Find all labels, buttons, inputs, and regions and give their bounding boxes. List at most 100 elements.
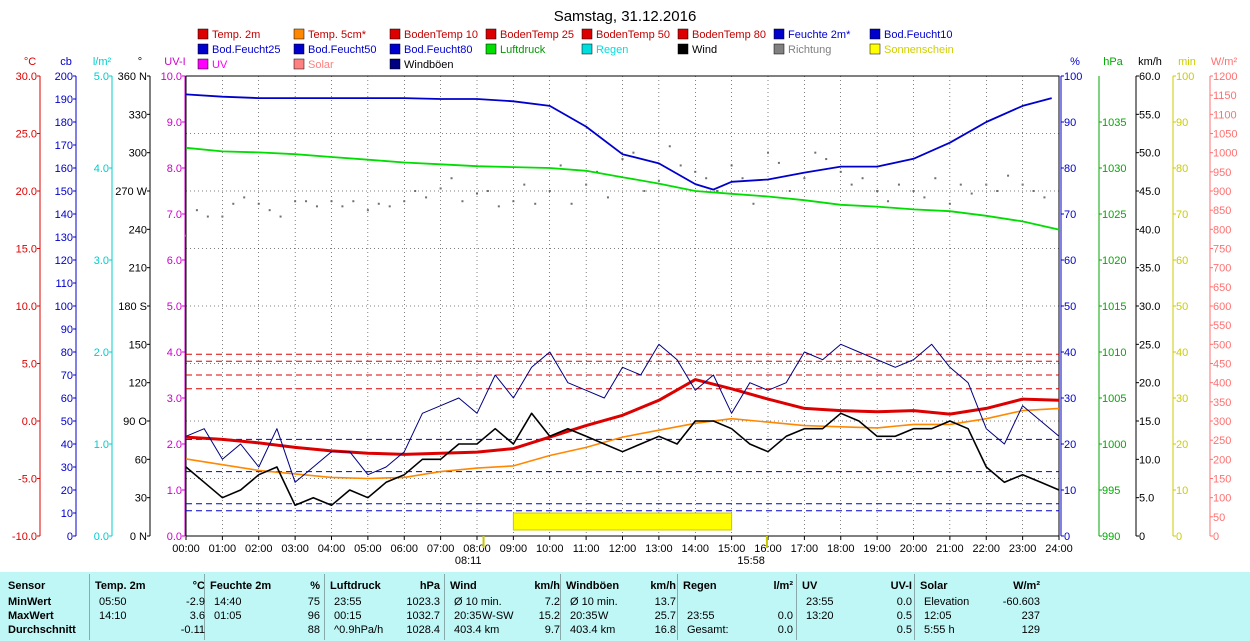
- legend-label-solar: Solar: [308, 59, 334, 71]
- x-tick-label: 04:00: [318, 543, 346, 555]
- stats-panel: Sensor Temp. 2m °C Feuchte 2m% Luftdruck hPa W…: [0, 572, 1250, 641]
- axis-label-temp: 25.0: [16, 129, 37, 141]
- axis-label-cb: 150: [55, 186, 73, 198]
- axis-label-solar: 250: [1213, 435, 1231, 447]
- sunshine-rect: [512, 512, 733, 531]
- stats-cell-value: 0.0: [777, 624, 793, 636]
- stats-cell-value: 0.0: [896, 596, 912, 608]
- wind-direction-dots: [185, 145, 1046, 237]
- direction-dot: [439, 187, 442, 190]
- axis-label-temp: 5.0: [22, 359, 37, 371]
- axis-label-rain: 1.0: [94, 439, 109, 451]
- axis-label-cb: 40: [61, 439, 73, 451]
- axis-label-solar: 400: [1213, 378, 1231, 390]
- axis-unit-temp: °C: [24, 56, 36, 68]
- direction-dot: [788, 190, 791, 192]
- direction-dot: [461, 200, 464, 203]
- x-tick-label: 15:00: [718, 543, 746, 555]
- legend-label-bodentemp-50: BodenTemp 50: [596, 29, 670, 41]
- direction-dot: [330, 200, 333, 203]
- stats-cell-value: 15.2: [538, 610, 560, 622]
- axis-unit-solar: W/m²: [1211, 56, 1238, 68]
- axis-label-solar: 1200: [1213, 71, 1237, 83]
- legend-label-temp-5cm: Temp. 5cm*: [308, 29, 367, 41]
- stats-cell-time: 23:55: [687, 610, 715, 622]
- stats-cell-direction: W: [598, 610, 609, 622]
- sun-marker-label: 08:11: [455, 555, 482, 567]
- direction-dot: [305, 200, 308, 203]
- direction-dot: [1032, 190, 1035, 192]
- axis-label-solar: 500: [1213, 339, 1231, 351]
- direction-dot: [934, 177, 937, 180]
- legend-swatch-uv: [197, 58, 209, 70]
- axis-label-press: 1030: [1102, 163, 1126, 175]
- direction-dot: [185, 234, 187, 237]
- x-tick-label: 23:00: [1009, 543, 1037, 555]
- axis-label-uv: 7.0: [167, 209, 182, 221]
- direction-dot: [1043, 196, 1046, 199]
- axis-label-cb: 60: [61, 393, 73, 405]
- axis-label-solar: 350: [1213, 397, 1231, 409]
- stats-cell-time: 14:10: [99, 610, 127, 622]
- series-line-temp-2m: [185, 378, 1060, 456]
- direction-dot: [803, 177, 806, 180]
- axis-label-dir: 120: [129, 378, 147, 390]
- stats-cell-time: 00:15: [334, 610, 362, 622]
- legend-label-bod-feucht80: Bod.Feucht80: [404, 44, 473, 56]
- stats-divider: [914, 574, 915, 640]
- stats-cell-value: 75: [307, 596, 320, 608]
- direction-dot: [243, 196, 246, 199]
- stats-row-label-maxwert: MaxWert: [8, 610, 54, 622]
- axis-label-solar: 150: [1213, 474, 1231, 486]
- axis-label-cb: 130: [55, 232, 73, 244]
- direction-dot: [850, 183, 853, 186]
- legend-swatch-windb-en: [389, 58, 401, 70]
- axis-label-dir: 180 S: [118, 301, 147, 313]
- axis-label-dir: 90 O: [123, 416, 147, 428]
- stats-cell-time: 20:35: [454, 610, 482, 622]
- axis-label-press: 1010: [1102, 347, 1126, 359]
- legend-label-uv: UV: [212, 59, 228, 71]
- direction-dot: [377, 202, 380, 205]
- axis-label-sun: 100: [1176, 71, 1194, 83]
- direction-dot: [657, 179, 660, 182]
- axis-label-rain: 3.0: [94, 255, 109, 267]
- direction-dot: [257, 202, 260, 205]
- axis-label-cb: 50: [61, 416, 73, 428]
- axis-label-temp: -5.0: [18, 474, 37, 486]
- axis-label-press: 1035: [1102, 117, 1126, 129]
- x-tick-label: 14:00: [681, 543, 709, 555]
- direction-dot: [341, 205, 344, 208]
- direction-dot: [923, 196, 926, 199]
- direction-dot: [570, 202, 573, 205]
- axis-label-solar: 950: [1213, 167, 1231, 179]
- x-tick-label: 16:00: [754, 543, 782, 555]
- direction-dot: [497, 205, 500, 208]
- axis-label-dir: 300: [129, 148, 147, 160]
- stats-unit-temp-2m: °C: [192, 580, 205, 592]
- axis-label-temp: 10.0: [16, 301, 37, 313]
- axis-label-press: 1020: [1102, 255, 1126, 267]
- axis-label-wind: 15.0: [1139, 416, 1160, 428]
- stats-cell-time: 5:55 h: [924, 624, 955, 636]
- x-tick-label: 02:00: [245, 543, 273, 555]
- stats-cell-value: 3.6: [189, 610, 205, 622]
- direction-dot: [548, 190, 551, 192]
- axis-label-solar: 750: [1213, 244, 1231, 256]
- direction-dot: [996, 190, 999, 192]
- x-tick-label: 11:00: [573, 543, 600, 555]
- direction-dot: [206, 215, 209, 218]
- axis-label-cb: 170: [55, 140, 73, 152]
- stats-cell-value: 13.7: [654, 596, 676, 608]
- direction-dot: [279, 215, 282, 218]
- axis-unit-rain: l/m²: [93, 56, 112, 68]
- stats-divider: [89, 574, 90, 640]
- direction-dot: [512, 200, 515, 203]
- stats-cell-time: 14:40: [214, 596, 242, 608]
- axis-label-sun: 70: [1176, 209, 1188, 221]
- stats-cell-time: 23:55: [334, 596, 362, 608]
- stats-cell-value: -0.11: [180, 624, 205, 636]
- stats-cell-value: 1032.7: [406, 610, 440, 622]
- weather-chart: Samstag, 31.12.2016 Temp. 2m Temp. 5cm* Bo…: [12, 8, 1238, 567]
- stats-cell-value: 1023.3: [406, 596, 440, 608]
